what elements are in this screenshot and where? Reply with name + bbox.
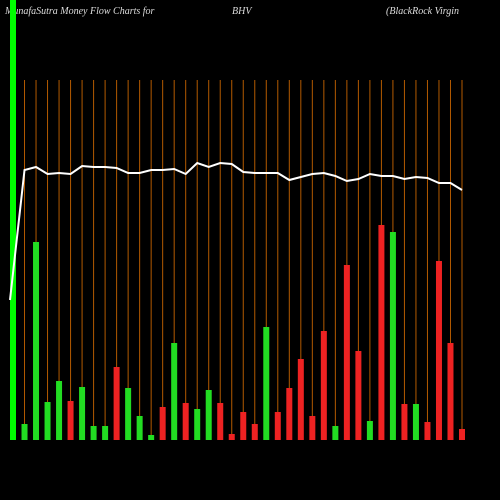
bar [309,416,316,440]
bar [389,232,396,440]
bar [263,327,270,440]
bar [274,412,281,440]
bar [33,242,40,440]
bar [148,435,155,440]
bar [182,403,189,440]
bar [297,359,304,440]
bar [194,409,201,440]
bar [217,403,224,440]
bar [424,422,431,440]
chart-subtitle: (BlackRock Virgin [386,6,459,17]
bar [412,404,419,440]
bar [125,388,132,440]
bar [447,343,454,440]
bar [435,261,442,440]
bar [459,429,465,440]
bar [44,402,51,440]
bar [67,401,74,440]
bar [10,0,16,440]
bar [113,367,120,440]
bar [240,412,247,440]
bar [90,426,97,440]
bar [320,331,327,440]
bar [401,404,408,440]
bar [159,407,166,440]
chart-ticker: BHV [232,6,253,17]
bar [21,424,28,440]
money-flow-line [9,161,463,301]
bar [205,390,212,440]
bar [136,416,143,440]
bar [343,265,350,440]
bar [251,424,258,440]
bar [355,351,362,440]
bar [332,426,339,440]
bar [56,381,63,440]
bar [102,426,109,440]
bar [366,421,373,440]
bar [378,225,385,440]
chart-title: MunafaSutra Money Flow Charts for [4,6,155,17]
bar [228,434,235,440]
bar [79,387,86,440]
bar [286,388,293,440]
bar [171,343,178,440]
